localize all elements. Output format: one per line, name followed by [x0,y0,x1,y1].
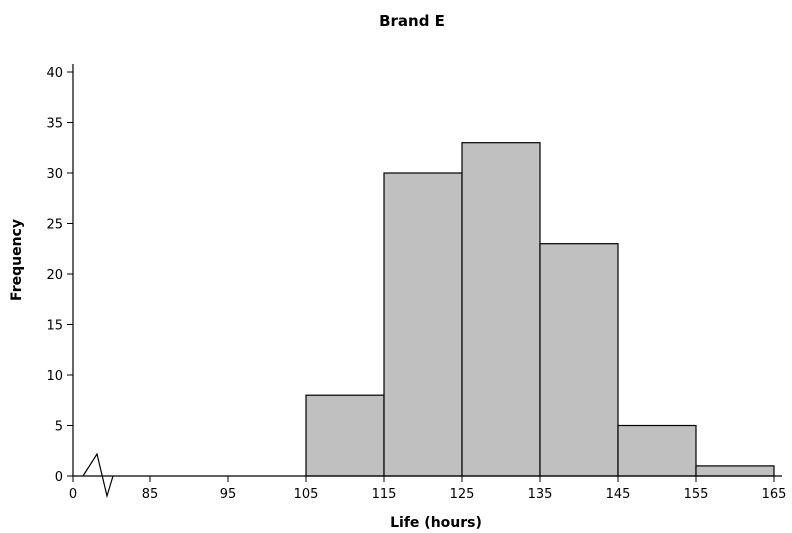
x-tick-label: 125 [450,487,475,502]
histogram-bar-155-165 [695,465,775,477]
y-ticks-group: 0 5 10 15 20 25 30 35 40 [46,66,73,485]
x-tick-label: 155 [684,487,709,502]
y-axis-label: Frequency [9,219,25,301]
bars-group [305,142,775,477]
y-tick-label: 25 [46,218,63,233]
histogram-bar-105-115 [305,394,385,477]
y-tick-label: 0 [55,470,63,485]
y-tick-label: 10 [46,369,63,384]
chart-title: Brand E [379,12,445,30]
y-tick-label: 30 [46,167,63,182]
x-tick-label: 0 [69,487,77,502]
axis-break-symbol [82,452,114,499]
x-tick-label: 85 [142,487,159,502]
x-axis-label: Life (hours) [390,515,482,531]
y-tick-label: 35 [46,117,63,132]
x-ticks-group: 0 85 95 105 115 125 135 145 155 165 [69,476,787,502]
x-tick-label: 165 [762,487,787,502]
x-tick-label: 115 [372,487,397,502]
histogram-bar-135-145 [539,243,619,477]
histogram-bar-145-155 [617,424,697,477]
x-tick-label: 135 [528,487,553,502]
histogram-bar-125-135 [461,142,541,477]
x-tick-label: 95 [220,487,237,502]
y-tick-label: 40 [46,66,63,81]
y-tick-label: 15 [46,319,63,334]
y-tick-label: 20 [46,268,63,283]
y-tick-label: 5 [55,420,63,435]
x-tick-label: 145 [606,487,631,502]
histogram-bar-115-125 [383,172,463,477]
x-tick-label: 105 [294,487,319,502]
axes-group [72,64,782,499]
